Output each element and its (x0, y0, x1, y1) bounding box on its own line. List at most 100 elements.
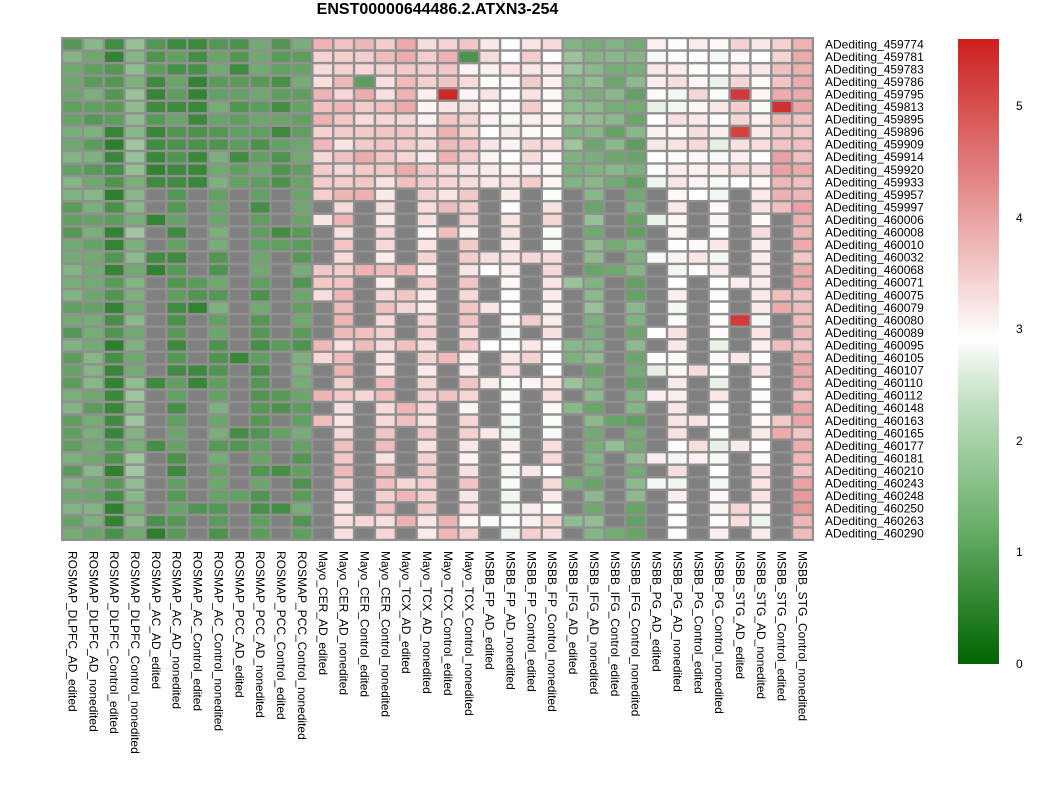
heatmap-cell (376, 440, 395, 451)
row-label: ADediting_460071 (825, 276, 924, 290)
heatmap-cell (584, 101, 604, 113)
heatmap-cell (104, 265, 124, 276)
heatmap-cell (104, 51, 124, 62)
heatmap-cell (313, 51, 332, 62)
heatmap-cell (334, 327, 353, 338)
heatmap-cell (793, 51, 812, 62)
heatmap-cell (146, 440, 166, 451)
heatmap-cell (230, 290, 249, 301)
heatmap-cell (689, 365, 708, 376)
heatmap-cell (709, 302, 729, 313)
heatmap-cell (438, 265, 458, 276)
heatmap-cell (292, 64, 312, 75)
heatmap-cell (730, 39, 750, 50)
heatmap-cell (125, 277, 145, 288)
heatmap-cell (668, 89, 687, 100)
heatmap-cell (417, 164, 437, 175)
heatmap-cell (772, 189, 791, 200)
heatmap-cell (480, 378, 499, 389)
heatmap-cell (104, 352, 124, 364)
heatmap-cell (730, 265, 750, 276)
heatmap-cell (355, 277, 374, 288)
heatmap-cell (396, 302, 416, 313)
heatmap-cell (438, 214, 458, 226)
heatmap-cell (355, 76, 374, 87)
heatmap-cell (188, 491, 207, 502)
heatmap-cell (584, 465, 604, 477)
heatmap-cell (438, 453, 458, 464)
heatmap-cell (63, 403, 82, 414)
heatmap-cell (230, 440, 249, 451)
heatmap-cell (751, 365, 771, 376)
heatmap-cell (543, 365, 562, 376)
heatmap-cell (417, 440, 437, 451)
heatmap-cell (459, 76, 479, 87)
heatmap-cell (626, 365, 645, 376)
heatmap-cell (689, 265, 708, 276)
heatmap-cell (563, 390, 583, 401)
heatmap-cell (167, 39, 186, 50)
heatmap-cell (271, 164, 291, 175)
heatmap-cell (167, 315, 186, 326)
heatmap-cell (417, 315, 437, 326)
heatmap-cell (125, 315, 145, 326)
heatmap-cell (188, 516, 207, 527)
heatmap-cell (730, 139, 750, 150)
heatmap-cell (334, 491, 353, 502)
heatmap-cell (334, 528, 353, 539)
heatmap-cell (292, 378, 312, 389)
column-label: ROSMAP_DLPFC_Control_nonedited (128, 551, 142, 754)
heatmap-cell (459, 440, 479, 451)
heatmap-cell (63, 277, 82, 288)
heatmap-cell (438, 177, 458, 188)
heatmap-cell (605, 290, 625, 301)
heatmap-cell (376, 352, 395, 364)
heatmap-cell (459, 127, 479, 138)
heatmap-cell (188, 290, 207, 301)
heatmap-cell (146, 390, 166, 401)
heatmap-cell (647, 327, 666, 338)
heatmap-cell (543, 139, 562, 150)
heatmap-cell (793, 76, 812, 87)
heatmap-cell (459, 114, 479, 125)
heatmap-cell (63, 478, 82, 489)
heatmap-cell (584, 340, 604, 351)
heatmap-cell (772, 64, 791, 75)
heatmap-cell (396, 76, 416, 87)
heatmap-cell (459, 202, 479, 213)
heatmap-cell (188, 240, 207, 251)
heatmap-cell (647, 89, 666, 100)
heatmap-cell (125, 327, 145, 338)
heatmap-cell (167, 164, 186, 175)
heatmap-cell (209, 465, 228, 477)
heatmap-cell (84, 428, 103, 439)
heatmap-cell (63, 378, 82, 389)
heatmap-cell (313, 114, 332, 125)
heatmap-cell (501, 428, 520, 439)
row-label: ADediting_459813 (825, 100, 924, 114)
heatmap-cell (376, 189, 395, 200)
heatmap-cell (501, 76, 520, 87)
heatmap-cell (730, 64, 750, 75)
heatmap-cell (63, 265, 82, 276)
heatmap-cell (271, 453, 291, 464)
heatmap-cell (230, 315, 249, 326)
heatmap-cell (396, 164, 416, 175)
heatmap-cell (438, 89, 458, 100)
column-label: Mayo_CER_Control_nonedited (378, 551, 392, 717)
heatmap-cell (417, 390, 437, 401)
heatmap-cell (63, 101, 82, 113)
heatmap-cell (146, 227, 166, 238)
heatmap-cell (84, 491, 103, 502)
column-label: ROSMAP_AC_AD_nonedited (170, 551, 184, 709)
heatmap-cell (501, 214, 520, 226)
heatmap-cell (230, 164, 249, 175)
heatmap-cell (543, 465, 562, 477)
heatmap-cell (626, 127, 645, 138)
heatmap-cell (313, 440, 332, 451)
heatmap-cell (271, 240, 291, 251)
heatmap-cell (751, 302, 771, 313)
column-label: MSBB_PG_Control_edited (691, 551, 705, 694)
heatmap-cell (438, 302, 458, 313)
heatmap-cell (250, 127, 270, 138)
